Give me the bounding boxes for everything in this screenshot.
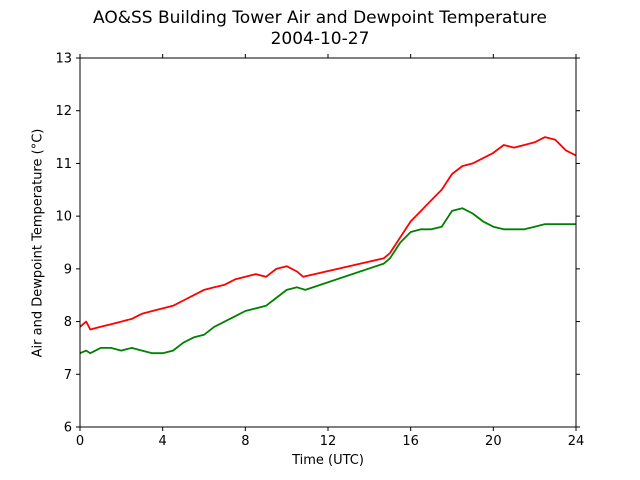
y-tick-label: 9	[64, 262, 72, 277]
x-tick-label: 24	[568, 434, 585, 449]
y-tick-label: 12	[55, 104, 72, 119]
x-tick-label: 8	[241, 434, 249, 449]
x-tick-label: 4	[159, 434, 167, 449]
y-tick-label: 11	[55, 157, 72, 172]
series-line-1	[79, 136, 577, 331]
x-tick-label: 20	[485, 434, 502, 449]
x-tick-label: 0	[76, 434, 84, 449]
series-line-2	[79, 207, 576, 355]
x-tick-label: 16	[402, 434, 419, 449]
chart-title: AO&SS Building Tower Air and Dewpoint Te…	[92, 8, 547, 28]
y-tick-label: 8	[64, 315, 72, 330]
y-tick-label: 10	[55, 210, 72, 225]
y-tick-label: 6	[64, 421, 72, 436]
plot-frame	[79, 57, 577, 428]
y-tick-label: 13	[55, 52, 72, 67]
chart-subtitle: 2004-10-27	[270, 29, 370, 49]
x-tick-label: 12	[320, 434, 337, 449]
y-tick-label: 7	[64, 368, 72, 383]
y-axis-label: Air and Dewpoint Temperature (°C)	[30, 128, 46, 358]
x-axis-label: Time (UTC)	[292, 453, 364, 468]
